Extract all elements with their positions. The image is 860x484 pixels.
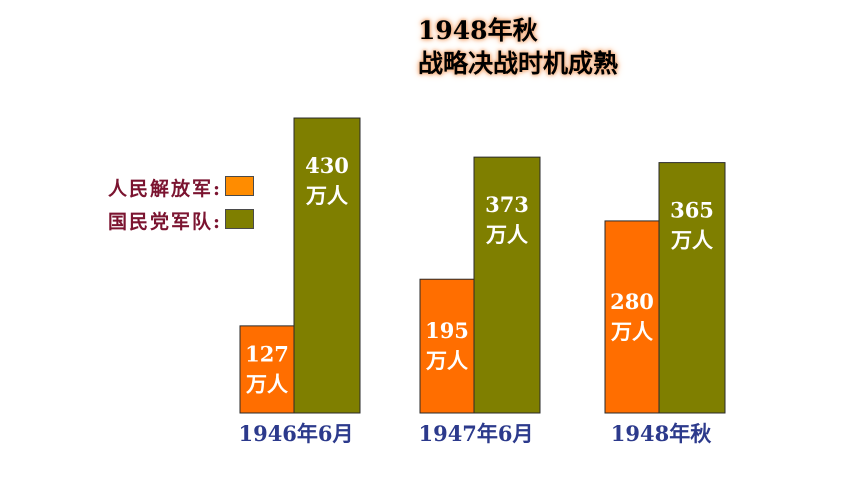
category-label-0: 1946年6月 — [238, 421, 353, 446]
title-line-1: 1948年秋 — [418, 16, 538, 45]
data-label-kmt-2: 365 — [670, 198, 714, 223]
bar-pla-2 — [604, 220, 660, 414]
bar-kmt-1 — [473, 156, 541, 414]
legend-label-pla: 人民解放军: — [107, 178, 222, 200]
data-label-kmt-0: 430 — [305, 153, 349, 178]
chart-title: 1948年秋 战略决战时机成熟 — [418, 14, 618, 80]
legend-swatch-pla — [225, 176, 254, 196]
unit-label-pla-0: 万人 — [245, 371, 288, 396]
bar-pla-0 — [239, 325, 295, 414]
unit-label-kmt-2: 万人 — [670, 228, 713, 253]
unit-label-pla-1: 万人 — [425, 348, 468, 373]
category-label-2: 1948年秋 — [611, 421, 712, 446]
title-line-2: 战略决战时机成熟 — [418, 49, 619, 78]
legend-label-kmt: 国民党军队: — [107, 211, 222, 233]
data-label-kmt-1: 373 — [485, 192, 529, 217]
category-label-1: 1947年6月 — [418, 421, 533, 446]
bar-kmt-0 — [293, 117, 361, 414]
unit-label-kmt-1: 万人 — [485, 222, 528, 247]
data-label-pla-2: 280 — [610, 289, 654, 314]
legend-swatch-kmt — [225, 209, 254, 229]
unit-label-pla-2: 万人 — [610, 319, 653, 344]
bar-kmt-2 — [658, 162, 726, 414]
bar-pla-1 — [419, 278, 475, 414]
data-label-pla-1: 195 — [425, 318, 469, 343]
data-label-pla-0: 127 — [245, 341, 289, 366]
unit-label-kmt-0: 万人 — [305, 183, 348, 208]
